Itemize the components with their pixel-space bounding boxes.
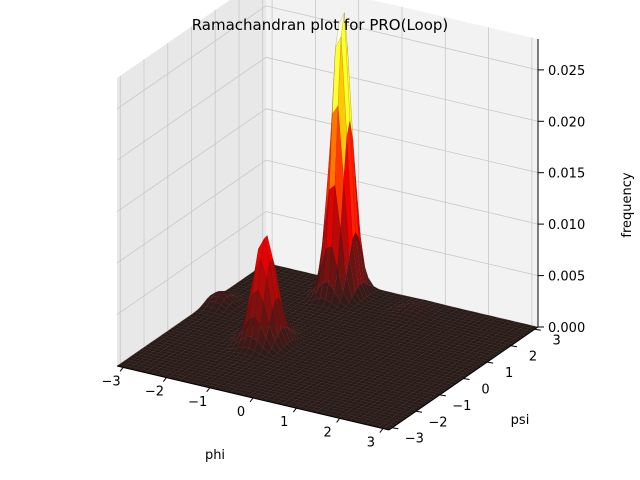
x-tick-mark [292,407,297,413]
z-tick-label: 0.000 [548,321,585,336]
x-tick-label: −2 [145,385,164,400]
grid-line [265,56,539,122]
surface-mesh [116,12,539,431]
y-tick-mark [392,427,399,430]
z-tick-label: 0.015 [548,167,585,182]
x-tick-label: 0 [237,405,245,420]
y-tick-label: −2 [428,415,447,430]
grid-line [265,108,539,174]
grid-line [116,108,267,213]
y-tick-mark [487,361,494,364]
grid-line [116,5,267,110]
y-tick-mark [463,378,470,380]
grid-line [265,5,539,71]
x-tick-mark [206,387,211,393]
x-tick-label: 3 [367,436,375,451]
x-tick-label: 2 [323,425,331,440]
z-tick-label: 0.010 [548,218,585,233]
x-axis-label: phi [205,448,225,463]
x-tick-mark [336,418,341,423]
grid-line [116,159,267,264]
chart-title: Ramachandran plot for PRO(Loop) [192,16,449,34]
y-tick-label: −3 [405,432,424,447]
grid-line [116,56,267,161]
x-tick-label: 1 [280,415,288,430]
y-tick-label: 2 [529,350,537,365]
x-tick-label: −1 [188,395,207,410]
z-tick-label: 0.025 [548,64,585,79]
y-tick-mark [439,394,446,397]
z-tick-label: 0.020 [548,115,585,130]
y-tick-mark [415,410,423,413]
y-tick-label: 3 [553,333,561,348]
grid-line [116,211,267,315]
axis-lines [116,39,544,433]
x-tick-label: −3 [102,374,121,389]
y-tick-label: −1 [452,399,471,414]
x-tick-mark [119,367,124,372]
y-tick-mark [534,328,541,331]
y-tick-label: 0 [481,383,489,398]
x-tick-mark [249,397,254,403]
y-tick-label: 1 [505,366,513,381]
grid-line [265,159,539,225]
y-axis-label: psi [511,413,530,428]
z-axis-label: frequency [620,172,635,238]
x-tick-mark [162,377,167,382]
grid-line [265,211,539,276]
z-tick-label: 0.005 [548,270,585,285]
x-tick-mark [379,428,384,433]
y-tick-mark [510,345,518,348]
